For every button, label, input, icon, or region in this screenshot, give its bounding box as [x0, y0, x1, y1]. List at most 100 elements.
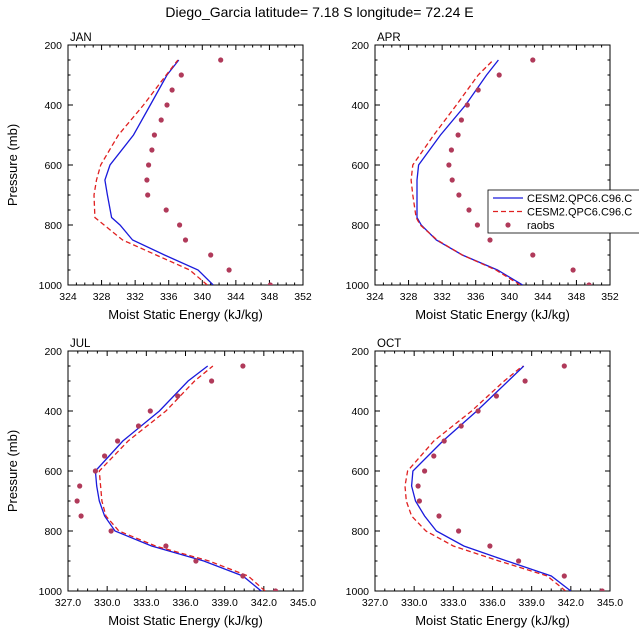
- x-axis-title: Moist Static Energy (kJ/kg): [415, 307, 570, 322]
- raobs-point: [78, 513, 84, 519]
- raobs-point: [182, 237, 189, 243]
- legend-label: CESM2.QPC6.C96.C: [527, 207, 632, 219]
- x-tick-label: 333.0: [440, 597, 466, 609]
- raobs-point: [164, 102, 170, 108]
- raobs-point: [145, 192, 151, 198]
- panel-title: JUL: [70, 338, 91, 350]
- plot-area: [74, 363, 279, 591]
- raobs-point: [108, 528, 114, 534]
- raobs-point: [456, 192, 462, 198]
- x-tick-label: 345.0: [290, 597, 316, 609]
- x-tick-label: 352: [601, 291, 619, 303]
- raobs-point: [415, 483, 421, 489]
- raobs-point: [273, 588, 279, 591]
- raobs-point: [530, 252, 536, 258]
- y-tick-label: 1000: [39, 586, 63, 598]
- x-tick-label: 336: [467, 291, 485, 303]
- raobs-point: [149, 147, 155, 153]
- raobs-point: [193, 558, 199, 564]
- y-tick-label: 600: [351, 160, 369, 172]
- raobs-point: [522, 378, 528, 384]
- y-tick-label: 800: [351, 220, 369, 232]
- raobs-point: [448, 147, 454, 153]
- raobs-point: [561, 573, 567, 579]
- series-solid-line: [104, 59, 214, 285]
- x-tick-label: 340: [194, 291, 212, 303]
- raobs-point: [436, 513, 442, 519]
- panel-oct: 327.0 330.0 333.0 336.0 339.0 342.0 345.0 200 40…: [346, 338, 624, 628]
- x-tick-label: 336.0: [479, 597, 505, 609]
- x-axis-title: Moist Static Energy (kJ/kg): [415, 613, 570, 628]
- raobs-point: [226, 267, 232, 273]
- x-tick-label: 348: [568, 291, 586, 303]
- raobs-point: [487, 237, 493, 243]
- series-dashed-line: [98, 365, 266, 591]
- y-tick-label: 1000: [346, 280, 370, 292]
- y-tick-label: 1000: [39, 280, 63, 292]
- x-tick-label: 332: [433, 291, 451, 303]
- x-tick-label: 332: [126, 291, 144, 303]
- x-tick-label: 340: [501, 291, 519, 303]
- plot-area: [410, 57, 592, 285]
- raobs-point: [475, 408, 481, 414]
- y-tick-label: 1000: [346, 586, 370, 598]
- y-tick-label: 400: [44, 406, 62, 418]
- x-tick-label: 324: [59, 291, 77, 303]
- series-dashed-line: [93, 59, 208, 285]
- x-tick-label: 342.0: [251, 597, 277, 609]
- raobs-point: [475, 87, 481, 93]
- y-tick-label: 800: [351, 526, 369, 538]
- raobs-point: [458, 423, 464, 429]
- raobs-point: [474, 222, 480, 228]
- x-tick-label: 328: [93, 291, 111, 303]
- x-tick-label: 344: [227, 291, 245, 303]
- x-tick-label: 348: [261, 291, 279, 303]
- plot-frame: [374, 350, 611, 592]
- raobs-point: [177, 222, 183, 228]
- raobs-point: [530, 57, 536, 63]
- raobs-point: [496, 72, 502, 78]
- raobs-point: [446, 162, 452, 168]
- raobs-point: [416, 498, 422, 504]
- raobs-point: [169, 87, 175, 93]
- raobs-point: [92, 468, 98, 474]
- y-tick-label: 200: [351, 40, 369, 52]
- raobs-point: [449, 177, 455, 183]
- plot-frame: [374, 44, 611, 286]
- panel-title: OCT: [377, 338, 401, 350]
- x-tick-label: 327.0: [55, 597, 81, 609]
- series-dashed-line: [404, 365, 567, 591]
- raobs-point: [175, 393, 181, 399]
- raobs-point: [493, 393, 499, 399]
- x-tick-label: 336.0: [172, 597, 198, 609]
- x-tick-label: 339.0: [212, 597, 238, 609]
- y-axis-title: Pressure (mb): [5, 124, 20, 206]
- raobs-point: [431, 453, 437, 459]
- raobs-point: [178, 72, 184, 78]
- y-tick-label: 200: [44, 40, 62, 52]
- x-tick-label: 330.0: [401, 597, 427, 609]
- x-tick-label: 330.0: [94, 597, 120, 609]
- raobs-point: [163, 543, 169, 549]
- raobs-point: [455, 132, 461, 138]
- raobs-point: [458, 117, 464, 123]
- raobs-point: [464, 102, 470, 108]
- raobs-point: [456, 528, 462, 534]
- panel-apr: 324 328 332 336 340 344 348 352 200 400 600 800 1000…: [346, 32, 619, 322]
- raobs-point: [599, 588, 605, 591]
- x-tick-label: 333.0: [133, 597, 159, 609]
- plot-frame: [67, 44, 304, 286]
- raobs-point: [158, 117, 164, 123]
- x-axis-title: Moist Static Energy (kJ/kg): [108, 613, 263, 628]
- raobs-point: [209, 378, 215, 384]
- legend-label: raobs: [527, 220, 555, 232]
- plot-area: [93, 57, 273, 285]
- panels: 324 328 332 336 340 344 348 352 200 400 600 800 1000…: [5, 32, 623, 628]
- series-solid-line: [410, 365, 572, 591]
- series-solid-line: [94, 365, 262, 591]
- raobs-point: [422, 468, 428, 474]
- raobs-point: [147, 408, 153, 414]
- x-tick-label: 324: [366, 291, 384, 303]
- x-tick-label: 342.0: [558, 597, 584, 609]
